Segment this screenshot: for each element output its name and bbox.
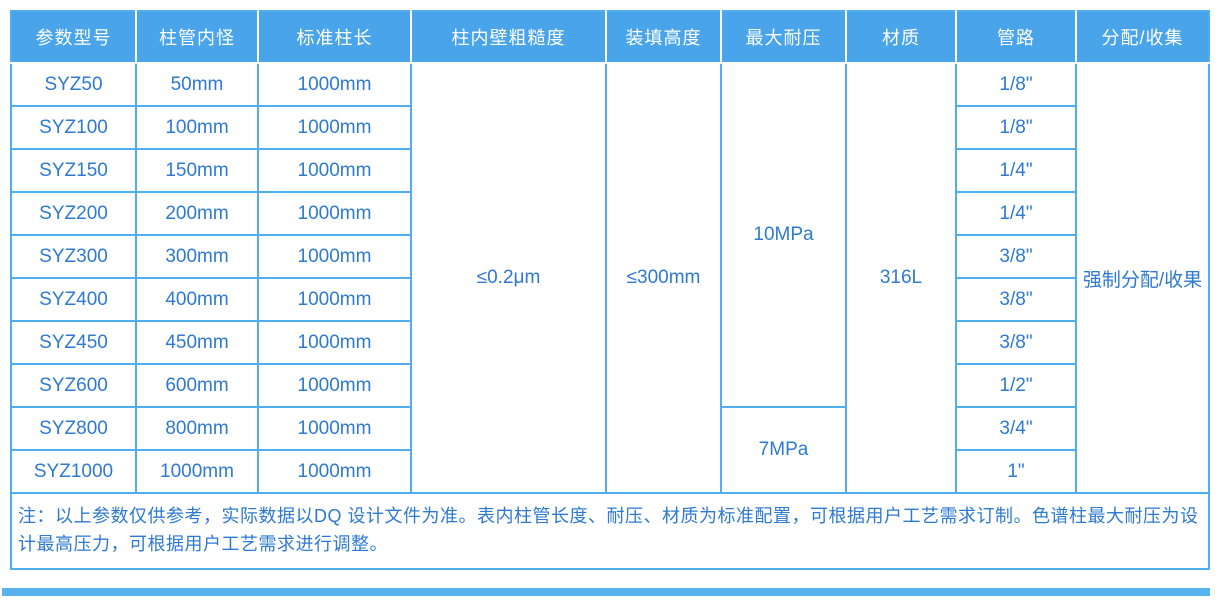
header-max-pressure: 最大耐压 [720, 10, 847, 64]
header-wall-roughness: 柱内壁粗糙度 [410, 10, 607, 64]
pipe-cell: 1" [955, 449, 1077, 494]
pipe-cell: 1/4" [955, 148, 1077, 193]
material-cell: 316L [845, 62, 957, 494]
pipe-cell: 1/8" [955, 62, 1077, 107]
max-pressure-bottom-cell: 7MPa [720, 406, 847, 494]
column-length-cell: 1000mm [257, 148, 412, 193]
header-column-length: 标准柱长 [257, 10, 412, 64]
table-row: SYZ100 100mm 1000mm 1/8" [10, 105, 1209, 150]
model-cell: SYZ400 [10, 277, 137, 322]
spec-table: 参数型号 柱管内怪 标准柱长 柱内壁粗糙度 装填高度 最大耐压 材质 管路 分配… [10, 10, 1210, 570]
column-length-cell: 1000mm [257, 191, 412, 236]
header-distribution: 分配/收集 [1075, 10, 1210, 64]
pipe-cell: 1/8" [955, 105, 1077, 150]
table-row: SYZ50 50mm 1000mm ≤0.2μm ≤300mm 10MPa 31… [10, 62, 1210, 494]
model-cell: SYZ450 [10, 320, 137, 365]
max-pressure-top-cell: 10MPa [720, 62, 847, 408]
column-length-cell: 1000mm [257, 105, 412, 150]
model-cell: SYZ800 [10, 406, 137, 451]
distribution-cell: 强制分配/收果 [1075, 62, 1210, 494]
inner-diameter-cell: 150mm [135, 148, 259, 193]
table-row: SYZ600 600mm 1000mm 1/2" [10, 363, 1209, 408]
pipe-cell: 3/4" [955, 406, 1077, 451]
model-cell: SYZ300 [10, 234, 137, 279]
header-inner-diameter: 柱管内怪 [135, 10, 259, 64]
model-cell: SYZ150 [10, 148, 137, 193]
header-model: 参数型号 [10, 10, 137, 64]
packing-height-cell: ≤300mm [605, 62, 722, 494]
pipe-cell: 3/8" [955, 234, 1077, 279]
model-cell: SYZ600 [10, 363, 137, 408]
column-length-cell: 1000mm [257, 277, 412, 322]
pipe-cell: 3/8" [955, 320, 1077, 365]
column-length-cell: 1000mm [257, 320, 412, 365]
bottom-accent-bar [2, 588, 1210, 596]
header-row: 参数型号 柱管内怪 标准柱长 柱内壁粗糙度 装填高度 最大耐压 材质 管路 分配… [10, 10, 1210, 64]
table-row: SYZ150 150mm 1000mm 1/4" [10, 148, 1209, 193]
inner-diameter-cell: 50mm [135, 62, 259, 107]
pipe-cell: 1/4" [955, 191, 1077, 236]
table-row: SYZ400 400mm 1000mm 3/8" [10, 277, 1209, 322]
model-cell: SYZ50 [10, 62, 137, 107]
table-row: SYZ800 800mm 1000mm 7MPa 3/4" [10, 406, 1209, 494]
pipe-cell: 3/8" [955, 277, 1077, 322]
note-row: 注：以上参数仅供参考，实际数据以DQ 设计文件为准。表内柱管长度、耐压、材质为标… [10, 492, 1210, 570]
inner-diameter-cell: 100mm [135, 105, 259, 150]
model-cell: SYZ1000 [10, 449, 137, 494]
inner-diameter-cell: 600mm [135, 363, 259, 408]
inner-diameter-cell: 300mm [135, 234, 259, 279]
header-packing-height: 装填高度 [605, 10, 722, 64]
column-length-cell: 1000mm [257, 449, 412, 494]
column-length-cell: 1000mm [257, 363, 412, 408]
column-length-cell: 1000mm [257, 234, 412, 279]
table-row: SYZ300 300mm 1000mm 3/8" [10, 234, 1209, 279]
column-length-cell: 1000mm [257, 62, 412, 107]
inner-diameter-cell: 200mm [135, 191, 259, 236]
column-length-cell: 1000mm [257, 406, 412, 451]
table-row: SYZ1000 1000mm 1000mm 1" [10, 449, 1209, 494]
model-cell: SYZ200 [10, 191, 137, 236]
inner-diameter-cell: 450mm [135, 320, 259, 365]
header-pipe: 管路 [955, 10, 1077, 64]
inner-diameter-cell: 400mm [135, 277, 259, 322]
wall-roughness-cell: ≤0.2μm [410, 62, 607, 494]
inner-diameter-cell: 1000mm [135, 449, 259, 494]
model-cell: SYZ100 [10, 105, 137, 150]
table-row: SYZ450 450mm 1000mm 3/8" [10, 320, 1209, 365]
note-text: 注：以上参数仅供参考，实际数据以DQ 设计文件为准。表内柱管长度、耐压、材质为标… [10, 492, 1210, 570]
table-row: SYZ200 200mm 1000mm 1/4" [10, 191, 1209, 236]
header-material: 材质 [845, 10, 957, 64]
spec-table-container: 参数型号 柱管内怪 标准柱长 柱内壁粗糙度 装填高度 最大耐压 材质 管路 分配… [10, 10, 1210, 570]
pipe-cell: 1/2" [955, 363, 1077, 408]
inner-diameter-cell: 800mm [135, 406, 259, 451]
